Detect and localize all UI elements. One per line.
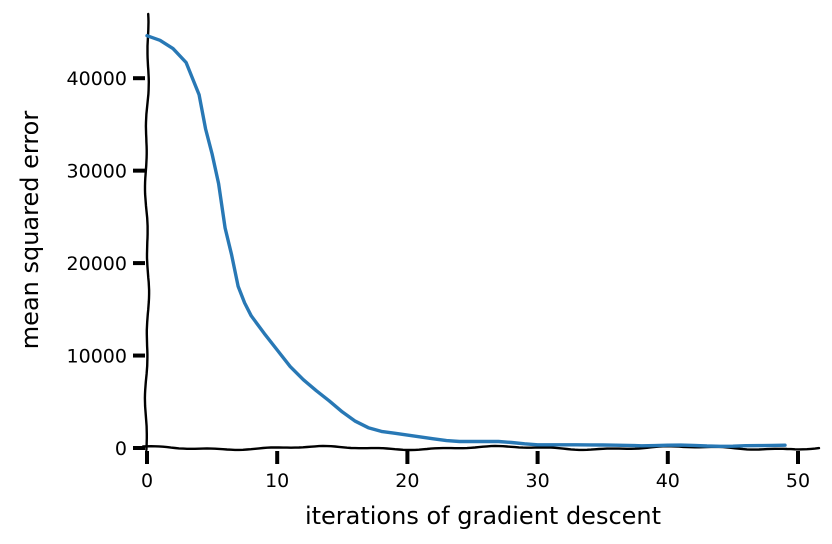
y-tick-label: 0: [115, 438, 127, 460]
x-tick-label: 50: [786, 470, 810, 492]
y-tick-label: 20000: [67, 253, 127, 275]
y-tick-label: 30000: [67, 161, 127, 183]
x-axis: 0 10 20 30 40 50: [141, 444, 821, 492]
x-tick-label: 10: [265, 470, 289, 492]
x-tick-label: 30: [526, 470, 550, 492]
y-axis: 0 10000 20000 30000 40000: [67, 12, 151, 460]
series-group: [145, 34, 787, 448]
x-axis-title: iterations of gradient descent: [305, 502, 661, 530]
y-tick-label: 40000: [67, 68, 127, 90]
x-tick-label: 40: [656, 470, 680, 492]
y-tick-label: 10000: [67, 346, 127, 368]
x-tick-label: 20: [395, 470, 419, 492]
x-tick-label: 0: [141, 470, 153, 492]
y-axis-title: mean squared error: [16, 111, 44, 350]
y-axis-line: [143, 12, 151, 452]
series-line: [145, 34, 787, 448]
